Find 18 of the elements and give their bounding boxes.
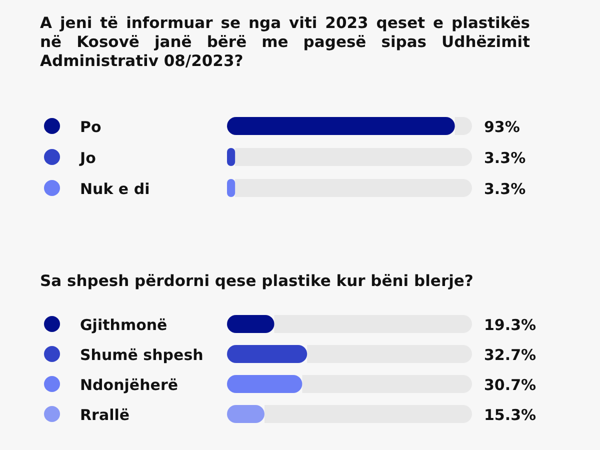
data-label: 3.3% — [484, 180, 526, 198]
bar — [227, 315, 274, 333]
category-label: Ndonjëherë — [80, 376, 178, 394]
category-label: Rrallë — [80, 406, 130, 424]
category-label: Nuk e di — [80, 180, 150, 198]
chart-title: A jeni të informuar se nga viti 2023 qeset e plastikës në Kosovë janë bërë me pagesë sipas Udhëzimit Administrativ 08/2023? — [40, 14, 530, 71]
bar — [227, 405, 264, 423]
data-label: 93% — [484, 118, 520, 136]
data-label: 19.3% — [484, 316, 536, 334]
data-label: 3.3% — [484, 149, 526, 167]
data-label: 32.7% — [484, 346, 536, 364]
category-label: Shumë shpesh — [80, 346, 204, 364]
category-label: Jo — [80, 149, 96, 167]
category-label: Gjithmonë — [80, 316, 168, 334]
category-label: Po — [80, 118, 102, 136]
data-label: 30.7% — [484, 376, 536, 394]
chart-title: Sa shpesh përdorni qese plastike kur bëni blerje? — [40, 272, 474, 291]
data-label: 15.3% — [484, 406, 536, 424]
